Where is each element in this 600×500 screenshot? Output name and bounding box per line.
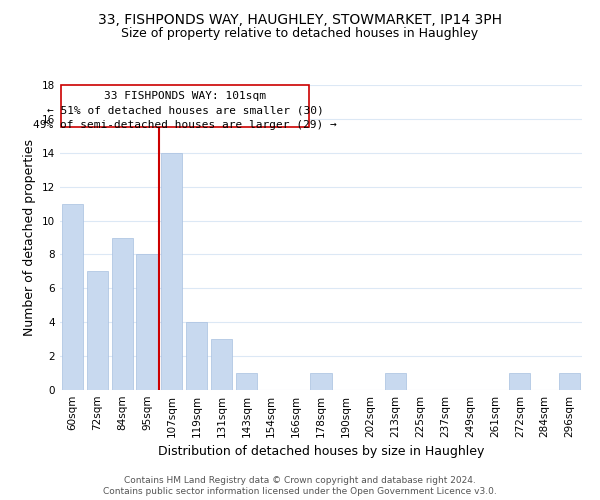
Bar — [161, 153, 182, 390]
Bar — [112, 238, 133, 390]
Bar — [236, 373, 257, 390]
Bar — [87, 272, 108, 390]
X-axis label: Distribution of detached houses by size in Haughley: Distribution of detached houses by size … — [158, 446, 484, 458]
Bar — [186, 322, 207, 390]
Text: Contains HM Land Registry data © Crown copyright and database right 2024.: Contains HM Land Registry data © Crown c… — [124, 476, 476, 485]
Bar — [211, 339, 232, 390]
FancyBboxPatch shape — [61, 85, 308, 128]
Bar — [310, 373, 332, 390]
Text: 33 FISHPONDS WAY: 101sqm: 33 FISHPONDS WAY: 101sqm — [104, 91, 266, 101]
Bar — [62, 204, 83, 390]
Text: Size of property relative to detached houses in Haughley: Size of property relative to detached ho… — [121, 28, 479, 40]
Y-axis label: Number of detached properties: Number of detached properties — [23, 139, 37, 336]
Bar — [559, 373, 580, 390]
Text: 49% of semi-detached houses are larger (29) →: 49% of semi-detached houses are larger (… — [33, 120, 337, 130]
Bar — [136, 254, 158, 390]
Text: Contains public sector information licensed under the Open Government Licence v3: Contains public sector information licen… — [103, 487, 497, 496]
Text: 33, FISHPONDS WAY, HAUGHLEY, STOWMARKET, IP14 3PH: 33, FISHPONDS WAY, HAUGHLEY, STOWMARKET,… — [98, 12, 502, 26]
Bar — [385, 373, 406, 390]
Bar — [509, 373, 530, 390]
Text: ← 51% of detached houses are smaller (30): ← 51% of detached houses are smaller (30… — [47, 106, 323, 116]
